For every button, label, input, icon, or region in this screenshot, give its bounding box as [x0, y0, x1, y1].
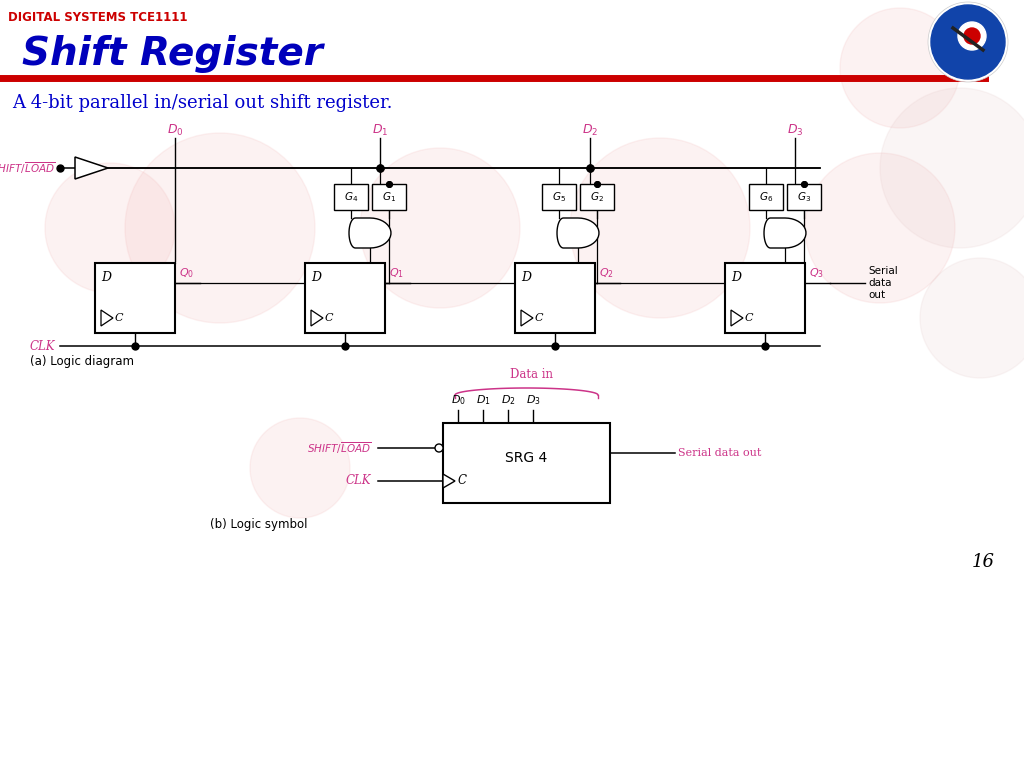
Text: $SHIFT/\overline{LOAD}$: $SHIFT/\overline{LOAD}$	[0, 161, 55, 176]
Text: $Q_0$: $Q_0$	[179, 266, 195, 280]
Text: $D_2$: $D_2$	[501, 393, 515, 407]
Text: $Q_1$: $Q_1$	[389, 266, 404, 280]
Polygon shape	[311, 310, 323, 326]
Circle shape	[250, 418, 350, 518]
Text: A 4-bit parallel in/serial out shift register.: A 4-bit parallel in/serial out shift reg…	[12, 94, 392, 112]
Polygon shape	[75, 157, 108, 179]
Circle shape	[125, 133, 315, 323]
Bar	[725, 263, 805, 333]
Text: $D_2$: $D_2$	[582, 123, 598, 138]
Polygon shape	[521, 310, 534, 326]
Bar	[443, 423, 610, 503]
Bar	[372, 184, 406, 210]
Text: $G_3$: $G_3$	[797, 190, 811, 204]
Text: $D_1$: $D_1$	[475, 393, 490, 407]
Text: D: D	[311, 271, 321, 284]
Polygon shape	[101, 310, 113, 326]
Circle shape	[570, 138, 750, 318]
Text: C: C	[115, 313, 124, 323]
Bar	[95, 263, 175, 333]
Circle shape	[45, 163, 175, 293]
Bar	[749, 184, 783, 210]
Circle shape	[435, 444, 443, 452]
Text: C: C	[535, 313, 544, 323]
Polygon shape	[443, 474, 455, 488]
Text: $D_1$: $D_1$	[372, 123, 388, 138]
Text: $D_3$: $D_3$	[525, 393, 541, 407]
Polygon shape	[731, 310, 743, 326]
Text: C: C	[458, 475, 467, 488]
Text: $D_0$: $D_0$	[167, 123, 183, 138]
Text: $D_0$: $D_0$	[451, 393, 466, 407]
Bar	[515, 263, 595, 333]
Text: (b) Logic symbol: (b) Logic symbol	[210, 518, 307, 531]
Text: $Q_3$: $Q_3$	[809, 266, 824, 280]
Polygon shape	[764, 218, 806, 248]
Polygon shape	[349, 218, 391, 248]
Text: D: D	[101, 271, 111, 284]
Circle shape	[964, 28, 980, 44]
Circle shape	[931, 5, 1005, 79]
Text: SRG 4: SRG 4	[506, 451, 548, 465]
Text: Serial
data
out: Serial data out	[868, 266, 898, 300]
Text: D: D	[521, 271, 531, 284]
Circle shape	[920, 258, 1024, 378]
Text: CLK: CLK	[30, 339, 55, 353]
Text: 16: 16	[972, 553, 995, 571]
Bar	[542, 184, 575, 210]
Text: C: C	[325, 313, 334, 323]
Text: (a) Logic diagram: (a) Logic diagram	[30, 355, 134, 368]
Polygon shape	[557, 218, 599, 248]
Text: CLK: CLK	[345, 475, 371, 488]
Text: C: C	[745, 313, 754, 323]
Text: D: D	[731, 271, 741, 284]
Circle shape	[840, 8, 961, 128]
Circle shape	[958, 22, 986, 50]
Text: Data in: Data in	[510, 368, 553, 381]
Circle shape	[928, 2, 1008, 82]
Text: $SHIFT/\overline{LOAD}$: $SHIFT/\overline{LOAD}$	[307, 440, 371, 455]
Circle shape	[805, 153, 955, 303]
Text: $G_2$: $G_2$	[590, 190, 604, 204]
Bar	[334, 184, 368, 210]
Bar	[787, 184, 821, 210]
Text: $G_5$: $G_5$	[552, 190, 566, 204]
Text: $G_6$: $G_6$	[759, 190, 773, 204]
Text: $G_4$: $G_4$	[344, 190, 358, 204]
Text: Shift Register: Shift Register	[22, 35, 323, 73]
Bar	[580, 184, 614, 210]
Text: DIGITAL SYSTEMS TCE1111: DIGITAL SYSTEMS TCE1111	[8, 11, 187, 24]
Circle shape	[880, 88, 1024, 248]
Text: $G_1$: $G_1$	[382, 190, 396, 204]
Bar	[305, 263, 385, 333]
Circle shape	[360, 148, 520, 308]
Text: Serial data out: Serial data out	[678, 448, 762, 458]
Text: $D_3$: $D_3$	[786, 123, 803, 138]
Text: $Q_2$: $Q_2$	[599, 266, 614, 280]
